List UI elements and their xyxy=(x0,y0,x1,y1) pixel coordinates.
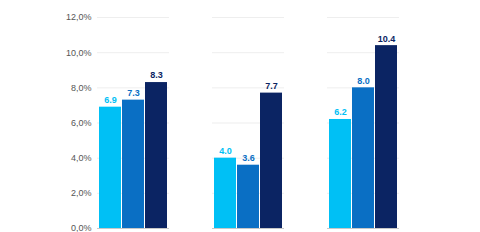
svg-text:2,0%: 2,0% xyxy=(71,188,92,198)
svg-text:3.6: 3.6 xyxy=(242,153,255,163)
svg-text:8.3: 8.3 xyxy=(150,70,163,80)
svg-text:10,0%: 10,0% xyxy=(66,48,92,58)
svg-text:7.3: 7.3 xyxy=(127,88,140,98)
svg-text:8.0: 8.0 xyxy=(357,76,370,86)
svg-text:8,0%: 8,0% xyxy=(71,83,92,93)
svg-text:6.9: 6.9 xyxy=(104,95,117,105)
svg-text:7.7: 7.7 xyxy=(265,81,278,91)
svg-text:0,0%: 0,0% xyxy=(71,223,92,232)
svg-text:4,0%: 4,0% xyxy=(71,153,92,163)
svg-text:6,0%: 6,0% xyxy=(71,118,92,128)
svg-text:10.4: 10.4 xyxy=(378,34,396,44)
svg-text:4.0: 4.0 xyxy=(219,146,232,156)
svg-text:6.2: 6.2 xyxy=(334,107,347,117)
svg-text:12,0%: 12,0% xyxy=(66,12,92,22)
